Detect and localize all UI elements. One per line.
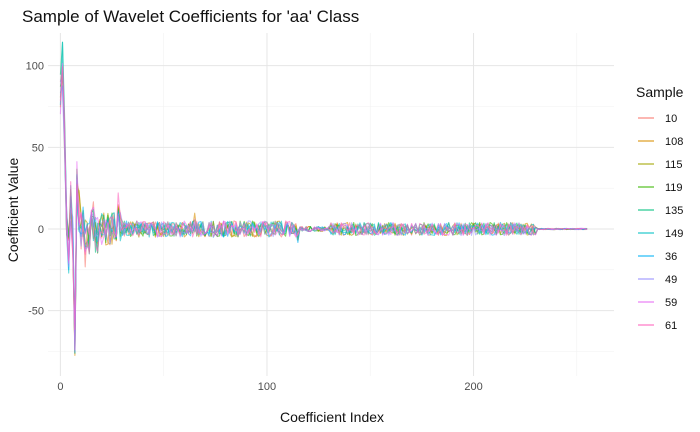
legend-label-59: 59 xyxy=(665,297,677,309)
legend-label-10: 10 xyxy=(665,113,677,125)
x-tick-label: 0 xyxy=(57,381,63,393)
y-axis-title: Coefficient Value xyxy=(5,158,21,263)
series-line-10 xyxy=(59,66,588,334)
x-tick-label: 100 xyxy=(258,381,276,393)
series-line-149 xyxy=(59,41,588,331)
series-line-61 xyxy=(59,65,588,330)
x-tick-label: 200 xyxy=(464,381,482,393)
x-axis-title: Coefficient Index xyxy=(280,409,384,425)
y-tick-label: 100 xyxy=(26,61,44,73)
series-line-59 xyxy=(59,62,588,351)
legend-title: Sample xyxy=(636,84,684,100)
series-line-36 xyxy=(59,85,588,354)
legend-label-135: 135 xyxy=(665,205,683,217)
legend-label-108: 108 xyxy=(665,136,683,148)
legend-label-36: 36 xyxy=(665,251,677,263)
series-line-119 xyxy=(59,73,588,353)
legend-label-61: 61 xyxy=(665,320,677,332)
x-tick-labels: 0 100 200 xyxy=(57,381,482,393)
chart-title: Sample of Wavelet Coefficients for 'aa' … xyxy=(22,7,359,26)
series-line-135 xyxy=(59,41,588,333)
legend-label-49: 49 xyxy=(665,274,677,286)
series-lines xyxy=(59,41,588,356)
y-tick-label: 0 xyxy=(38,224,44,236)
legend-label-119: 119 xyxy=(665,182,683,194)
legend: 10 108 115 119 135 149 36 49 59 61 xyxy=(638,113,683,332)
legend-label-149: 149 xyxy=(665,228,683,240)
y-tick-label: -50 xyxy=(28,306,44,318)
grid xyxy=(48,33,614,376)
y-tick-labels: -50 0 50 100 xyxy=(26,61,44,318)
y-tick-label: 50 xyxy=(32,142,44,154)
series-line-108 xyxy=(59,66,588,356)
legend-label-115: 115 xyxy=(665,159,683,171)
